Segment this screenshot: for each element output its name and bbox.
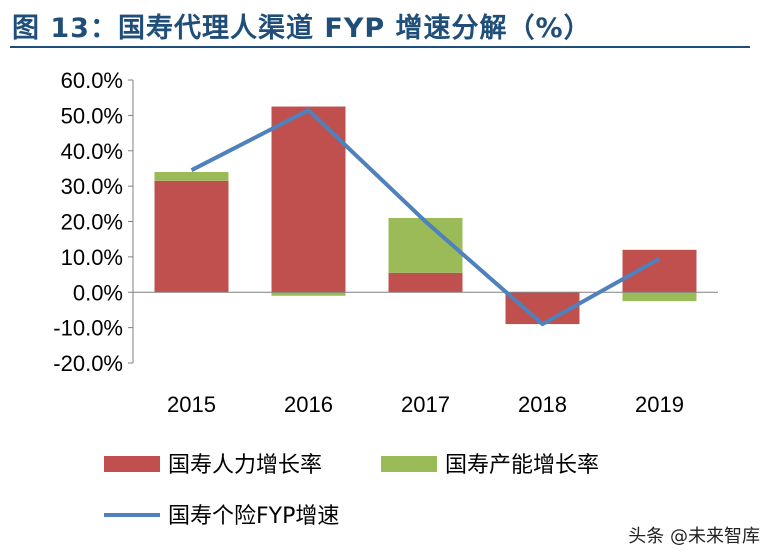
y-tick-label: 50.0%	[61, 103, 123, 128]
bar-manpower	[388, 272, 463, 293]
watermark: 头条 @未来智库	[628, 526, 760, 547]
x-tick-label: 2018	[518, 392, 567, 417]
chart-title: 图 13：国寿代理人渠道 FYP 增速分解（%）	[12, 13, 592, 44]
x-tick-label: 2017	[401, 392, 450, 417]
bar-manpower	[271, 106, 346, 293]
bar-productivity	[271, 292, 346, 296]
title-divider	[10, 46, 750, 48]
y-tick-label: 10.0%	[61, 245, 123, 270]
legend-label-manpower: 国寿人力增长率	[168, 453, 322, 478]
bar-productivity	[622, 292, 697, 302]
y-tick-label: -20.0%	[53, 351, 123, 376]
y-tick-label: 20.0%	[61, 210, 123, 235]
x-tick-label: 2019	[635, 392, 684, 417]
y-tick-label: 60.0%	[61, 68, 123, 93]
y-tick-label: 0.0%	[73, 280, 123, 305]
y-tick-label: 40.0%	[61, 139, 123, 164]
legend-label-fyp: 国寿个险FYP增速	[168, 504, 339, 529]
legend-swatch-manpower	[104, 456, 160, 472]
bar-productivity	[154, 171, 229, 181]
legend-swatch-productivity	[381, 456, 437, 472]
y-tick-label: 30.0%	[61, 174, 123, 199]
y-tick-label: -10.0%	[53, 316, 123, 341]
bar-manpower	[154, 180, 229, 293]
x-tick-label: 2016	[284, 392, 333, 417]
legend-label-productivity: 国寿产能增长率	[445, 453, 599, 478]
x-tick-label: 2015	[167, 392, 216, 417]
